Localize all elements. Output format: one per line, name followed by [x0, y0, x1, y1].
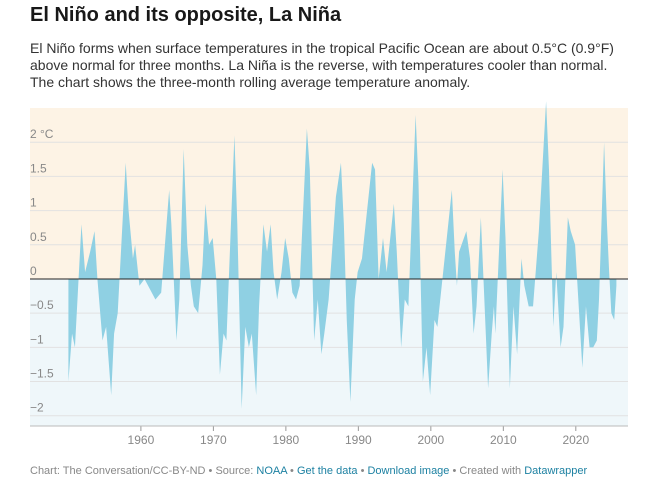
get-data-link[interactable]: Get the data — [296, 465, 358, 477]
x-tick-label: 1960 — [128, 433, 155, 447]
y-tick-label: 0 — [30, 264, 37, 278]
y-tick-label: −2 — [30, 401, 44, 415]
y-tick-label: 1.5 — [30, 161, 47, 175]
x-tick-label: 2000 — [417, 433, 444, 447]
source-label: Source: — [215, 465, 254, 477]
y-tick-label: 2 °C — [30, 127, 54, 141]
y-tick-label: −1 — [30, 332, 44, 346]
y-tick-label: −0.5 — [30, 298, 54, 312]
x-tick-label: 1990 — [345, 433, 372, 447]
y-tick-label: 0.5 — [30, 230, 47, 244]
x-tick-label: 1980 — [273, 433, 300, 447]
x-tick-label: 2010 — [490, 433, 517, 447]
x-tick-label: 1970 — [200, 433, 227, 447]
download-link[interactable]: Download image — [367, 465, 450, 477]
tool-link[interactable]: Datawrapper — [524, 465, 588, 477]
footer: Chart: The Conversation/CC-BY-NDSource: … — [30, 465, 587, 477]
anomaly-area — [68, 101, 617, 409]
separator — [205, 465, 215, 477]
y-tick-label: 1 — [30, 196, 37, 210]
cool-background — [30, 278, 628, 426]
x-tick-label: 2020 — [562, 433, 589, 447]
separator — [449, 465, 459, 477]
source-link[interactable]: NOAA — [256, 465, 287, 477]
separator — [358, 465, 368, 477]
chart-subtitle: El Niño forms when surface temperatures … — [30, 40, 614, 90]
chart-title: El Niño and its opposite, La Niña — [30, 4, 342, 26]
y-tick-label: −1.5 — [30, 367, 54, 381]
created-with: Created with — [459, 465, 522, 477]
separator — [287, 465, 297, 477]
credit: Chart: The Conversation/CC-BY-ND — [30, 465, 206, 477]
